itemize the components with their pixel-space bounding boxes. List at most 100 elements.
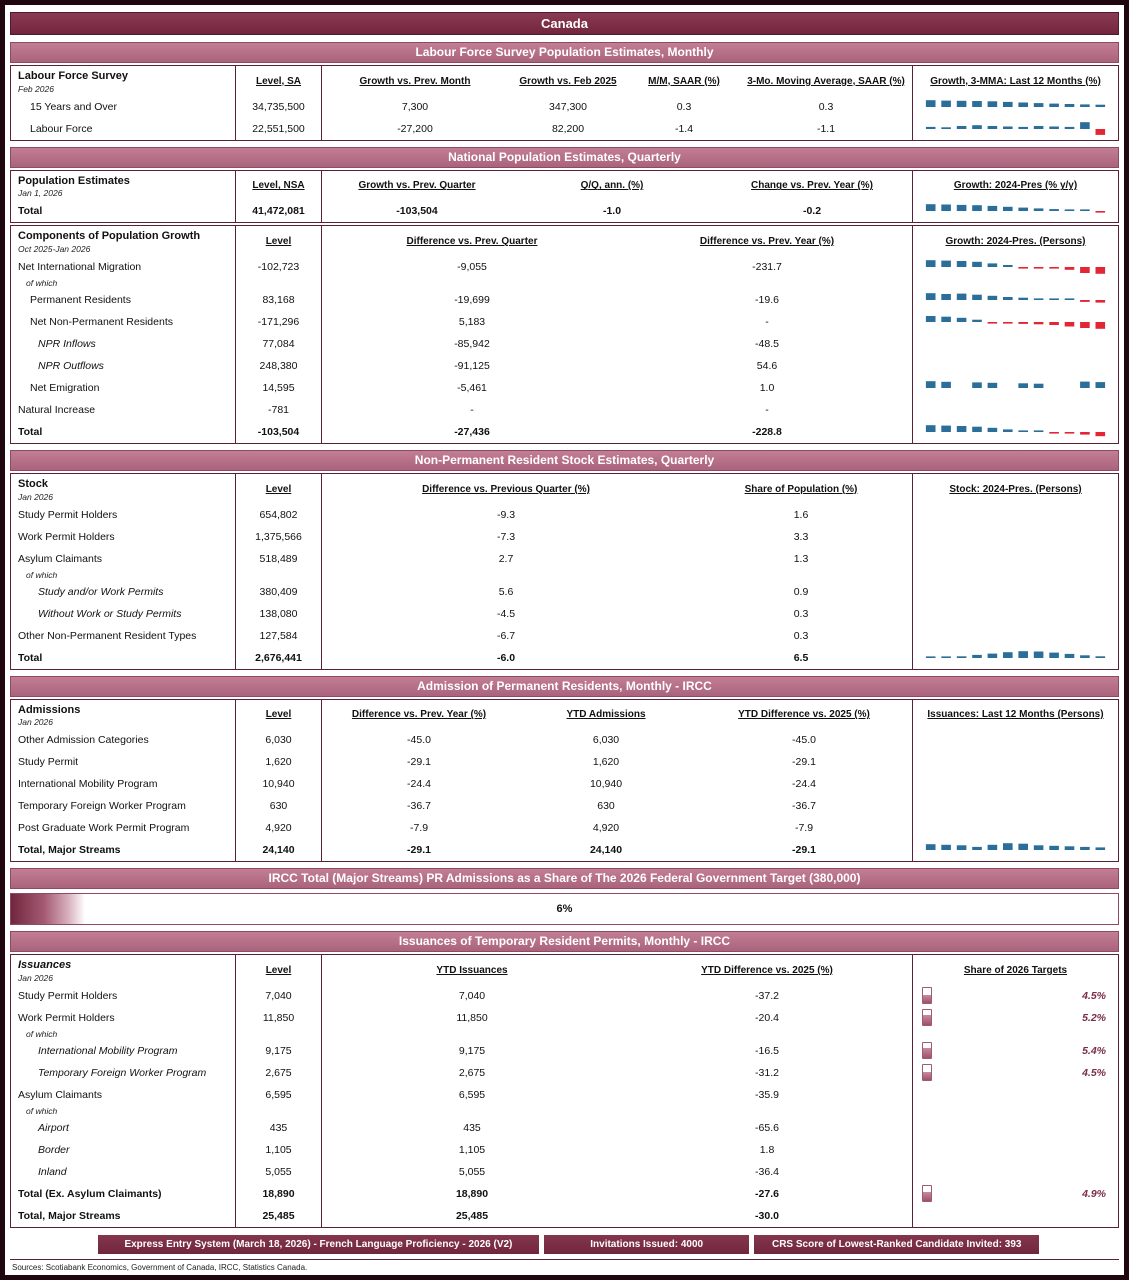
section-band-issuances: Issuances of Temporary Resident Permits,… (10, 931, 1119, 953)
cell-share-empty (912, 1138, 1118, 1161)
cell-spark-empty (912, 398, 1118, 421)
cell-level: 6,595 (236, 1083, 322, 1106)
row-label: Asylum Claimants (11, 547, 236, 570)
cell-ytd-diff: -31.2 (755, 1066, 779, 1079)
cell-diff-prev-year: -36.7 (407, 800, 431, 813)
cell-ytd-admissions: 10,940 (589, 778, 623, 791)
row-label: Study Permit (11, 751, 236, 774)
cell-ytd-diff: -29.1 (792, 844, 816, 857)
share-mini-bar (922, 1009, 932, 1027)
crs-score: CRS Score of Lowest-Ranked Candidate Inv… (754, 1234, 1039, 1254)
cell-level: 2,676,441 (236, 646, 322, 669)
sources-note: Sources: Scotiabank Economics, Governmen… (10, 1258, 1119, 1272)
share-percent: 4.5% (1082, 989, 1106, 1002)
cell-spark-empty (912, 354, 1118, 377)
cell-ytd-diff: 1.8 (759, 1143, 775, 1156)
row-label: Study Permit Holders (11, 503, 236, 526)
col-header-ytd-diff-2025: YTD Difference vs. 2025 (%) (701, 965, 833, 977)
col-header-ytd-issuances: YTD Issuances (436, 965, 508, 977)
cell-diff-prev-year: -24.4 (407, 778, 431, 791)
row-label: Asylum Claimants (11, 1083, 236, 1106)
row-label: Total (11, 420, 236, 443)
cell-spark-empty (912, 751, 1118, 774)
col-header-mm-saar: M/M, SAAR (%) (648, 75, 720, 87)
cell-ytd-issuances: 9,175 (458, 1044, 486, 1057)
sparkline (912, 839, 1118, 862)
admissions-corner: Admissions Jan 2026 (11, 699, 236, 730)
cell-ytd-diff: -24.4 (792, 778, 816, 791)
lfs-table: Labour Force Survey Feb 2026 Level, SA G… (10, 65, 1119, 141)
cell-level: 77,084 (236, 332, 322, 355)
col-header-diff-prev-quarter: Difference vs. Prev. Quarter (406, 236, 538, 248)
section-band-target: IRCC Total (Major Streams) PR Admissions… (10, 868, 1119, 890)
cell-ytd-admissions: 4,920 (592, 822, 620, 835)
cell-diff-prev-year: -48.5 (755, 337, 779, 350)
cell-diff-prev-year: -29.1 (407, 756, 431, 769)
col-header-level-sa: Level, SA (236, 66, 322, 96)
cell-diff-prev-quarter: -91,125 (454, 359, 490, 372)
cell-spark-empty (912, 729, 1118, 752)
issuances-title: Issuances (18, 959, 72, 972)
target-progress-label: 6% (556, 903, 573, 916)
express-entry-title: Express Entry System (March 18, 2026) - … (98, 1234, 539, 1254)
cell-diff-prev-quarter: 5,183 (458, 315, 486, 328)
cell-level: 1,375,566 (236, 525, 322, 548)
target-progress-bar: 6% (10, 893, 1119, 926)
issuances-table: Issuances Jan 2026 Level YTD Issuances Y… (10, 954, 1119, 1228)
sparkline (912, 288, 1118, 311)
cell-empty (236, 569, 322, 581)
cell-ytd-issuances: 25,485 (455, 1209, 489, 1222)
cell-level: 18,890 (236, 1182, 322, 1205)
cell-diff-prev-quarter: -6.7 (496, 629, 516, 642)
col-header-stock-spark: Stock: 2024-Pres. (Persons) (912, 473, 1118, 504)
col-header-growth-spark: Growth: 2024-Pres (% y/y) (912, 170, 1118, 201)
cell-ytd-issuances: 2,675 (458, 1066, 486, 1079)
stock-date: Jan 2026 (18, 491, 53, 502)
row-label: Study and/or Work Permits (11, 580, 236, 603)
cell-growth-feb: 347,300 (549, 100, 587, 113)
col-header-level-nsa: Level, NSA (236, 170, 322, 201)
row-label: Total (Ex. Asylum Claimants) (11, 1182, 236, 1205)
stock-title: Stock (18, 477, 48, 490)
col-header-growth-feb: Growth vs. Feb 2025 (519, 75, 617, 87)
components-title: Components of Population Growth (18, 230, 201, 243)
lfs-title: Labour Force Survey (18, 70, 129, 82)
cell-ytd-diff: -30.0 (755, 1209, 779, 1222)
cell-empty (690, 570, 912, 581)
share-percent: 5.4% (1082, 1044, 1106, 1057)
cell-level: 7,040 (236, 984, 322, 1007)
row-label: Permanent Residents (11, 288, 236, 311)
cell-diff-prev-quarter: - (470, 403, 474, 416)
cell-growth-feb: 82,200 (551, 122, 585, 135)
cell-diff-prev-quarter: -7.3 (496, 530, 516, 543)
cell-diff-prev-quarter: -85,942 (454, 337, 490, 350)
col-header-level: Level (236, 226, 322, 256)
admissions-title: Admissions (18, 703, 81, 716)
cell-ytd-diff: -45.0 (792, 734, 816, 747)
cell-ytd-diff: -35.9 (755, 1088, 779, 1101)
cell-spark-empty (912, 795, 1118, 818)
cell-empty (912, 277, 1118, 289)
cell-share-target: 4.5% (912, 1061, 1118, 1084)
share-percent: 4.5% (1082, 1066, 1106, 1079)
col-header-diff-prev-year: Difference vs. Prev. Year (%) (699, 236, 835, 248)
row-label: Airport (11, 1116, 236, 1139)
population-title: Population Estimates (18, 174, 130, 187)
cell-empty (236, 277, 322, 289)
row-label: Temporary Foreign Worker Program (11, 1061, 236, 1084)
cell-ytd-diff: -27.6 (755, 1187, 779, 1200)
col-header-ytd-diff-2025: YTD Difference vs. 2025 (%) (738, 709, 870, 721)
col-header-ytd-admissions: YTD Admissions (566, 709, 646, 721)
cell-level: 127,584 (236, 624, 322, 647)
cell-level: 380,409 (236, 580, 322, 603)
cell-diff-prev-year: -29.1 (407, 844, 431, 857)
cell-growth-prev-month: 7,300 (401, 100, 429, 113)
cell-level: 34,735,500 (236, 95, 322, 118)
cell-ytd-admissions: 6,030 (592, 734, 620, 747)
cell-spark-empty (912, 817, 1118, 840)
cell-level: 2,675 (236, 1061, 322, 1084)
cell-ytd-diff: -29.1 (792, 756, 816, 769)
cell-empty (622, 278, 912, 289)
cell-ytd-issuances: 7,040 (458, 989, 486, 1002)
of-which-label: of which (11, 277, 236, 289)
